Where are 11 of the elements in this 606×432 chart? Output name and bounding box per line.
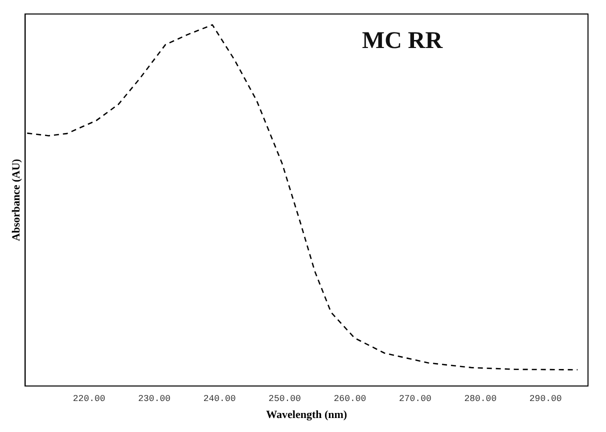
chart-title: MC RR <box>362 28 444 54</box>
x-axis-title: Wavelength (nm) <box>266 409 348 422</box>
x-tick-label: 220.00 <box>72 394 106 404</box>
x-tick-label: 270.00 <box>398 394 432 404</box>
x-tick-label: 250.00 <box>268 394 301 404</box>
x-tick-label: 260.00 <box>334 394 366 404</box>
x-tick-label: 230.00 <box>138 394 171 404</box>
x-tick-label: 290.00 <box>529 394 562 404</box>
x-tick-label: 240.00 <box>203 394 236 404</box>
y-axis-title: Absorbance (AU) <box>10 158 22 242</box>
x-tick-label: 280.00 <box>464 394 497 404</box>
